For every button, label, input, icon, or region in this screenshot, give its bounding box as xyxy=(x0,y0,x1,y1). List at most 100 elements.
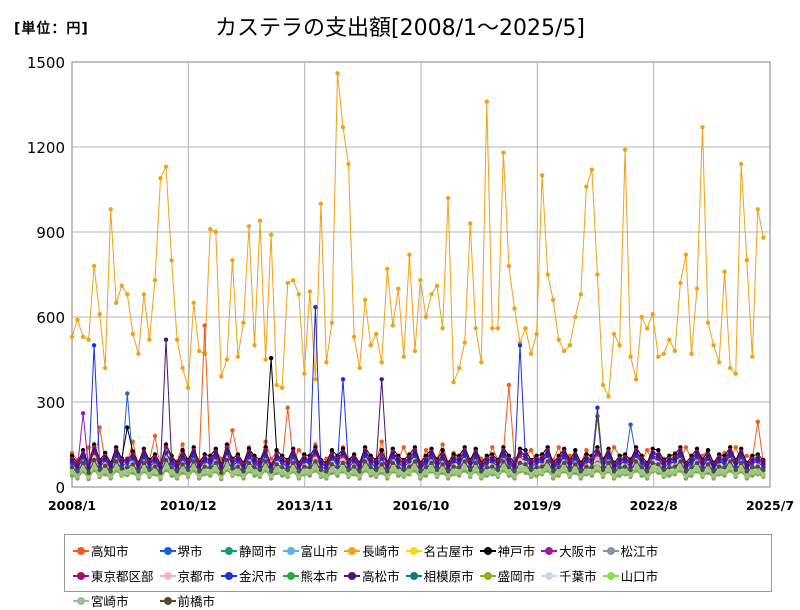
data-point xyxy=(174,337,180,342)
data-point xyxy=(268,469,274,474)
data-point xyxy=(385,463,390,468)
data-point xyxy=(628,354,633,359)
data-point xyxy=(80,460,86,466)
data-point xyxy=(97,460,102,466)
data-point xyxy=(479,472,484,478)
data-point xyxy=(457,465,462,470)
data-point xyxy=(75,463,80,468)
data-point xyxy=(396,469,401,474)
data-point xyxy=(412,463,418,469)
legend-swatch xyxy=(73,596,89,606)
data-point xyxy=(495,471,501,477)
data-point xyxy=(755,207,760,212)
data-point xyxy=(169,465,174,470)
data-point xyxy=(91,457,97,463)
data-point xyxy=(573,466,578,471)
data-point xyxy=(285,471,290,477)
data-point xyxy=(180,453,185,458)
data-point xyxy=(528,460,534,466)
series-layer xyxy=(69,71,766,482)
data-point xyxy=(318,460,324,466)
data-point xyxy=(739,161,744,167)
data-point xyxy=(645,326,650,331)
data-point xyxy=(423,457,429,463)
data-point xyxy=(296,292,301,297)
data-point xyxy=(340,465,346,470)
legend-swatch xyxy=(602,571,619,581)
data-point xyxy=(517,460,523,466)
legend-item: 山口市 xyxy=(602,566,658,585)
legend-item: 静岡市 xyxy=(221,541,277,560)
legend-item: 高松市 xyxy=(344,566,400,585)
data-point xyxy=(473,460,478,466)
data-point xyxy=(351,468,357,473)
data-point xyxy=(318,467,324,473)
data-point xyxy=(174,472,180,478)
data-point xyxy=(351,464,357,469)
data-point xyxy=(340,450,346,456)
data-point xyxy=(545,459,550,464)
data-point xyxy=(744,463,749,468)
data-point xyxy=(385,472,390,478)
data-point xyxy=(678,463,683,469)
data-point xyxy=(147,471,152,477)
data-point xyxy=(495,460,501,466)
data-point xyxy=(578,292,583,297)
data-point xyxy=(589,167,595,172)
data-point xyxy=(761,471,766,477)
data-point xyxy=(97,425,102,430)
data-point xyxy=(589,457,595,463)
data-point xyxy=(573,448,578,453)
data-point xyxy=(556,465,561,470)
data-point xyxy=(324,360,329,365)
legend-swatch xyxy=(344,546,361,556)
data-point xyxy=(523,326,528,331)
data-point xyxy=(689,351,694,356)
data-point xyxy=(562,455,567,460)
data-point xyxy=(329,462,335,467)
data-point xyxy=(302,468,307,473)
data-point xyxy=(407,468,412,473)
data-point xyxy=(628,460,633,466)
data-point xyxy=(595,456,600,461)
legend-swatch xyxy=(73,546,89,556)
data-point xyxy=(694,286,700,291)
legend-item: 高知市 xyxy=(73,541,154,560)
data-point xyxy=(501,459,506,464)
data-point xyxy=(633,377,639,382)
data-point xyxy=(429,460,434,466)
data-point xyxy=(280,465,285,470)
legend-label: 盛岡市 xyxy=(497,569,536,584)
data-point xyxy=(374,331,379,337)
data-point xyxy=(152,464,158,469)
data-point xyxy=(440,448,445,453)
data-point xyxy=(230,428,235,433)
x-tick-label: 2013/11 xyxy=(276,498,333,513)
data-point xyxy=(445,469,451,474)
data-point xyxy=(761,235,766,240)
data-point xyxy=(318,471,324,477)
data-point xyxy=(423,448,429,453)
data-point xyxy=(534,469,539,474)
data-point xyxy=(97,467,102,473)
data-point xyxy=(180,462,185,467)
data-point xyxy=(213,450,218,456)
data-point xyxy=(125,465,130,470)
data-point xyxy=(268,463,274,468)
legend-label: 高知市 xyxy=(91,544,129,559)
data-point xyxy=(152,433,158,439)
data-point xyxy=(600,382,606,388)
legend-label: 富山市 xyxy=(300,544,339,559)
data-point xyxy=(136,463,141,468)
data-point xyxy=(584,468,589,473)
data-point xyxy=(296,463,301,468)
data-point xyxy=(639,465,644,470)
data-point xyxy=(733,460,738,466)
data-point xyxy=(296,469,301,474)
legend-swatch xyxy=(282,546,299,556)
data-point xyxy=(280,457,285,463)
data-point xyxy=(219,374,224,379)
data-point xyxy=(374,460,379,466)
data-point xyxy=(733,467,738,473)
data-point xyxy=(501,449,506,454)
